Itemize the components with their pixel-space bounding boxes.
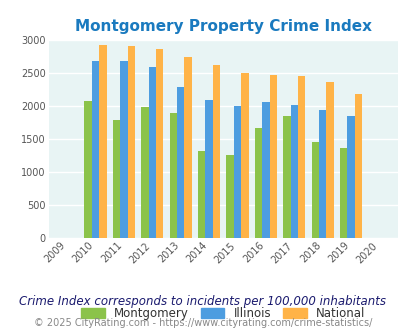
Bar xyxy=(311,142,318,238)
Bar xyxy=(184,57,191,238)
Bar xyxy=(290,105,297,238)
Bar xyxy=(120,61,127,238)
Bar xyxy=(169,113,177,238)
Bar xyxy=(347,115,354,238)
Bar xyxy=(198,151,205,238)
Bar xyxy=(354,94,361,238)
Bar xyxy=(156,49,163,238)
Text: Crime Index corresponds to incidents per 100,000 inhabitants: Crime Index corresponds to incidents per… xyxy=(19,295,386,309)
Bar xyxy=(262,102,269,238)
Bar xyxy=(283,115,290,238)
Bar xyxy=(113,120,120,238)
Title: Montgomery Property Crime Index: Montgomery Property Crime Index xyxy=(75,19,371,34)
Bar xyxy=(92,61,99,238)
Bar xyxy=(141,107,148,238)
Bar xyxy=(318,110,326,238)
Bar xyxy=(99,45,107,238)
Bar xyxy=(254,128,262,238)
Bar xyxy=(326,82,333,238)
Bar xyxy=(148,67,156,238)
Bar xyxy=(205,100,212,238)
Bar xyxy=(84,101,92,238)
Bar xyxy=(297,76,305,238)
Bar xyxy=(127,46,135,238)
Bar xyxy=(233,106,241,238)
Bar xyxy=(339,148,347,238)
Bar xyxy=(226,155,233,238)
Bar xyxy=(212,65,220,238)
Legend: Montgomery, Illinois, National: Montgomery, Illinois, National xyxy=(81,307,365,320)
Bar xyxy=(177,87,184,238)
Bar xyxy=(241,73,248,238)
Bar xyxy=(269,75,276,238)
Text: © 2025 CityRating.com - https://www.cityrating.com/crime-statistics/: © 2025 CityRating.com - https://www.city… xyxy=(34,318,371,328)
